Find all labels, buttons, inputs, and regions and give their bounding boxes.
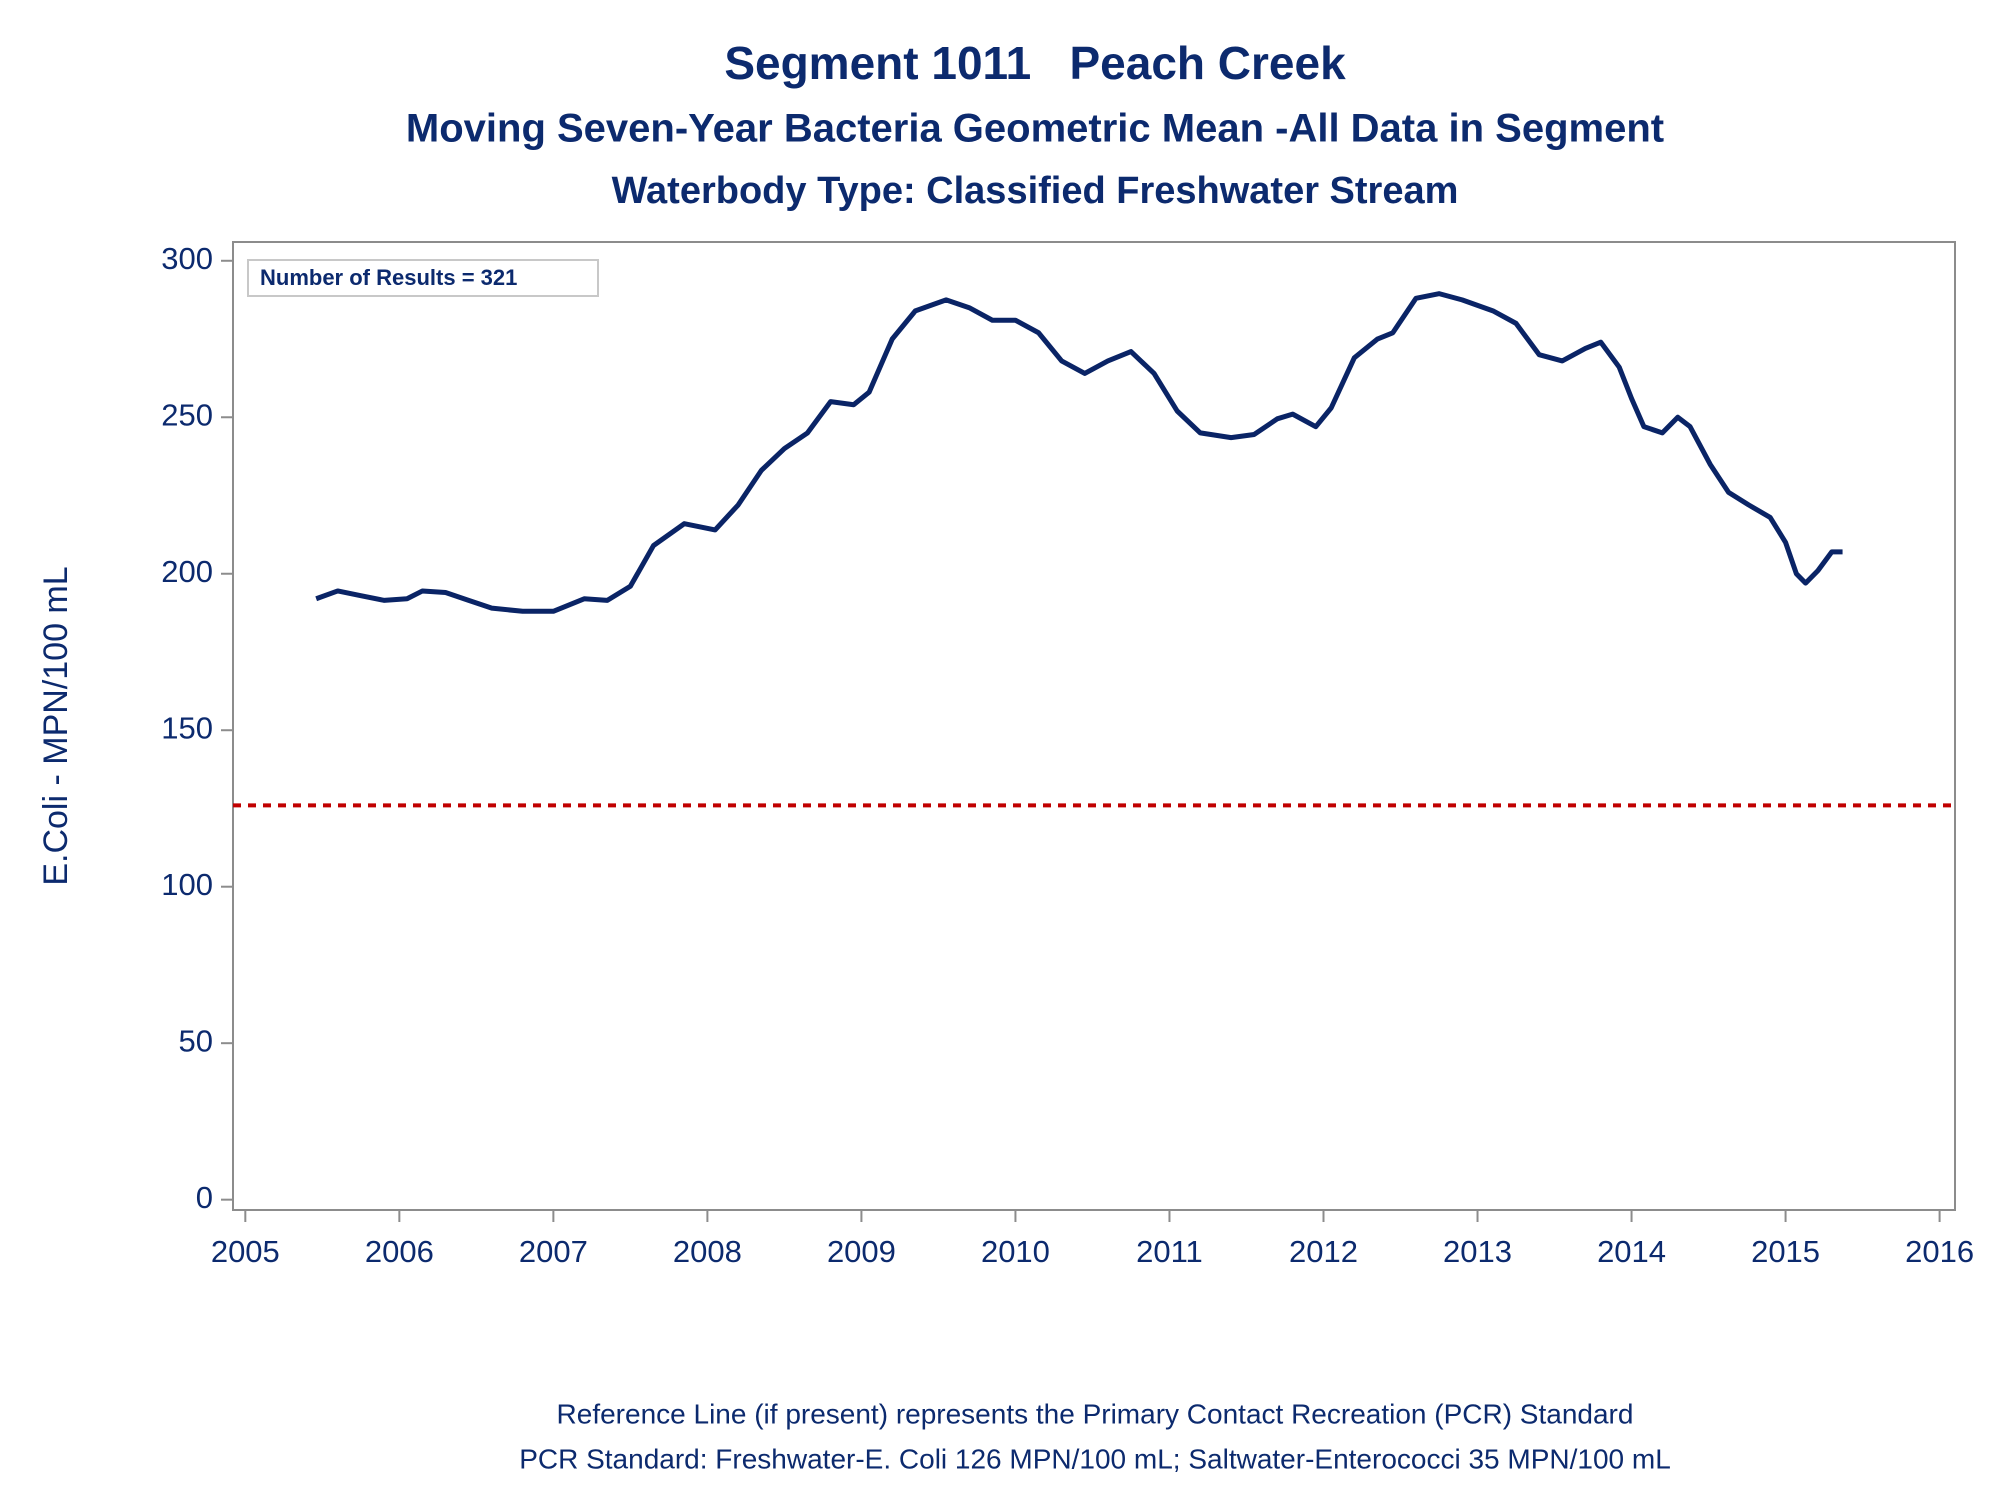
y-tick-label: 50 xyxy=(179,1023,213,1058)
x-tick-label: 2011 xyxy=(1136,1234,1203,1269)
chart-subtitle: Waterbody Type: Classified Freshwater St… xyxy=(612,170,1459,212)
annotation-box xyxy=(247,259,599,297)
x-tick-label: 2016 xyxy=(1905,1234,1974,1269)
y-tick-label: 0 xyxy=(196,1180,213,1215)
x-tick-label: 2008 xyxy=(673,1234,742,1269)
y-tick-label: 100 xyxy=(161,867,213,902)
x-tick-label: 2009 xyxy=(827,1234,896,1269)
y-tick-label: 150 xyxy=(161,710,213,745)
x-tick-label: 2014 xyxy=(1597,1234,1666,1269)
y-tick-label: 200 xyxy=(161,554,213,589)
chart-title: Segment 1011 Peach Creek xyxy=(724,37,1346,89)
x-tick-label: 2013 xyxy=(1443,1234,1512,1269)
y-tick-label: 250 xyxy=(161,397,213,432)
plot-frame xyxy=(232,241,1956,1211)
y-axis-label: E.Coli - MPN/100 mL xyxy=(37,566,75,885)
x-tick-label: 2015 xyxy=(1751,1234,1820,1269)
y-tick-label: 300 xyxy=(161,241,213,276)
x-tick-label: 2012 xyxy=(1289,1234,1358,1269)
x-tick-label: 2005 xyxy=(211,1234,280,1269)
x-tick-label: 2007 xyxy=(519,1234,588,1269)
chart-subtitle: Moving Seven-Year Bacteria Geometric Mea… xyxy=(406,107,1664,151)
annotation: Number of Results = 321 xyxy=(260,265,517,290)
footnote: PCR Standard: Freshwater-E. Coli 126 MPN… xyxy=(519,1443,1671,1474)
x-tick-label: 2010 xyxy=(981,1234,1050,1269)
x-tick-label: 2006 xyxy=(365,1234,434,1269)
footnote: Reference Line (if present) represents t… xyxy=(557,1398,1634,1429)
data-line xyxy=(315,291,1843,614)
